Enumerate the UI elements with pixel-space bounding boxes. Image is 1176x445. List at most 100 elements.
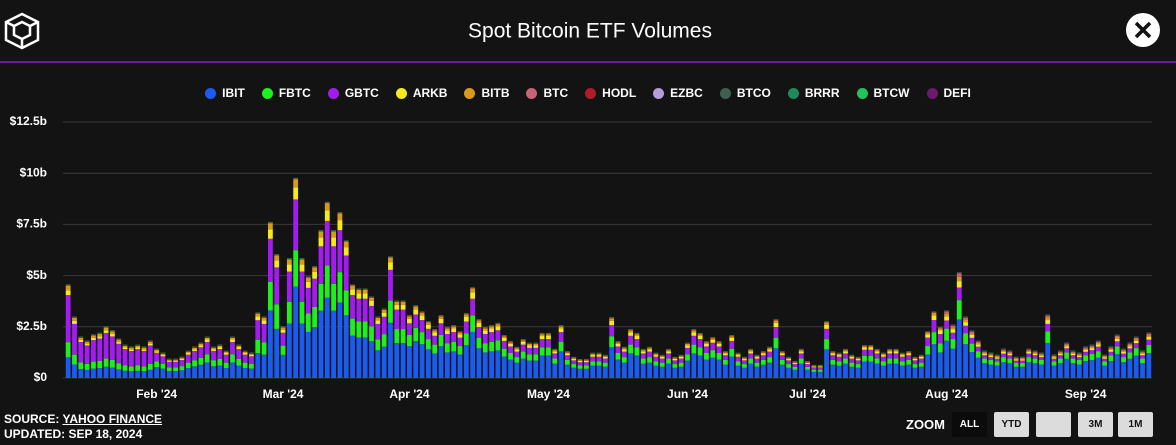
bar-segment bbox=[1026, 362, 1032, 378]
bar-segment bbox=[1001, 357, 1006, 363]
bar-segment bbox=[223, 351, 229, 354]
bar-segment bbox=[836, 356, 842, 362]
bar-segment bbox=[154, 361, 160, 368]
legend-marker bbox=[395, 87, 407, 99]
bar-segment bbox=[305, 277, 311, 282]
bar-segment bbox=[1032, 351, 1038, 353]
bar-segment bbox=[685, 345, 690, 348]
bar-segment bbox=[444, 352, 450, 378]
bar-segment bbox=[982, 358, 987, 364]
bar-segment bbox=[1140, 363, 1145, 378]
bar-segment bbox=[457, 332, 463, 335]
bar-segment bbox=[388, 269, 393, 301]
bar-segment bbox=[463, 333, 469, 346]
bar-segment bbox=[1026, 351, 1032, 354]
bar-segment bbox=[457, 337, 463, 347]
bar-segment bbox=[135, 347, 141, 350]
bar-segment bbox=[147, 343, 153, 346]
bar-segment bbox=[1108, 351, 1114, 356]
bar-segment bbox=[937, 333, 943, 344]
bar-segment bbox=[520, 351, 526, 359]
bar-segment bbox=[324, 203, 330, 211]
bar-segment bbox=[1039, 359, 1044, 365]
bar-segment bbox=[779, 359, 785, 365]
bar-segment bbox=[754, 362, 760, 367]
bar-segment bbox=[337, 302, 343, 378]
close-button[interactable] bbox=[1126, 13, 1160, 47]
bar-segment bbox=[691, 344, 697, 354]
bar-segment bbox=[1013, 366, 1019, 378]
bar-segment bbox=[697, 334, 703, 337]
bar-segment bbox=[994, 358, 1000, 362]
legend-item: BITB bbox=[464, 86, 509, 100]
bar-segment bbox=[678, 356, 684, 359]
zoom-button[interactable] bbox=[1036, 412, 1071, 437]
bar-segment bbox=[944, 328, 950, 341]
bar-segment bbox=[963, 325, 968, 334]
bar-segment bbox=[116, 343, 122, 364]
bar-segment bbox=[1083, 348, 1089, 350]
bar-segment bbox=[432, 353, 438, 378]
bar-segment bbox=[887, 353, 893, 359]
bar-segment bbox=[609, 347, 615, 378]
zoom-button[interactable]: ALL bbox=[952, 412, 987, 437]
bar-segment bbox=[476, 327, 482, 338]
bar-segment bbox=[1076, 359, 1082, 365]
bar-segment bbox=[887, 363, 893, 378]
bar-segment bbox=[356, 337, 362, 378]
bar-segment bbox=[1039, 354, 1044, 356]
zoom-button[interactable]: 1M bbox=[1118, 412, 1153, 437]
bar-segment bbox=[767, 351, 773, 358]
bar-segment bbox=[97, 336, 103, 339]
zoom-button[interactable]: YTD bbox=[994, 412, 1029, 437]
bar-segment bbox=[1121, 351, 1126, 354]
bar-segment bbox=[1013, 358, 1019, 360]
bar-segment bbox=[147, 363, 153, 370]
bar-segment bbox=[1051, 361, 1057, 366]
bar-segment bbox=[514, 348, 520, 350]
updated: UPDATED: SEP 18, 2024 bbox=[4, 427, 143, 441]
bar-segment bbox=[1133, 337, 1139, 340]
bar-segment bbox=[602, 358, 608, 363]
bar-segment bbox=[501, 356, 507, 378]
bar-segment bbox=[558, 351, 564, 378]
bar-segment bbox=[956, 273, 962, 277]
bar-segment bbox=[293, 187, 299, 200]
bar-segment bbox=[988, 357, 994, 360]
bar-segment bbox=[855, 360, 861, 365]
bar-segment bbox=[179, 366, 185, 371]
bar-segment bbox=[1032, 358, 1038, 364]
legend-label: BITB bbox=[481, 86, 510, 100]
bar-segment bbox=[609, 325, 615, 337]
bar-segment bbox=[899, 355, 905, 357]
bar-segment bbox=[369, 341, 374, 378]
bar-segment bbox=[362, 289, 368, 294]
bar-segment bbox=[881, 361, 886, 366]
bar-segment bbox=[805, 362, 810, 363]
bar-segment bbox=[956, 276, 962, 282]
bar-segment bbox=[640, 363, 646, 378]
bar-segment bbox=[830, 359, 836, 365]
bar-segment bbox=[849, 356, 855, 359]
bar-segment bbox=[969, 337, 975, 344]
bar-segment bbox=[988, 355, 994, 358]
bar-segment bbox=[166, 359, 172, 361]
bar-segment bbox=[565, 364, 570, 378]
bar-segment bbox=[350, 318, 355, 336]
bar-segment bbox=[267, 229, 273, 239]
bar-segment bbox=[147, 341, 153, 344]
bar-segment bbox=[160, 363, 166, 369]
bar-segment bbox=[824, 322, 829, 325]
bar-segment bbox=[975, 351, 981, 358]
source-link[interactable]: YAHOO FINANCE bbox=[62, 412, 163, 426]
bar-segment bbox=[242, 367, 248, 378]
bar-segment bbox=[109, 367, 115, 378]
zoom-button[interactable]: 3M bbox=[1078, 412, 1113, 437]
bar-segment bbox=[899, 356, 905, 362]
bar-segment bbox=[710, 338, 716, 340]
bar-segment bbox=[482, 352, 488, 378]
bar-segment bbox=[792, 366, 798, 370]
bar-segment bbox=[154, 367, 160, 378]
bar-segment bbox=[716, 342, 722, 344]
bar-segment bbox=[817, 367, 823, 370]
